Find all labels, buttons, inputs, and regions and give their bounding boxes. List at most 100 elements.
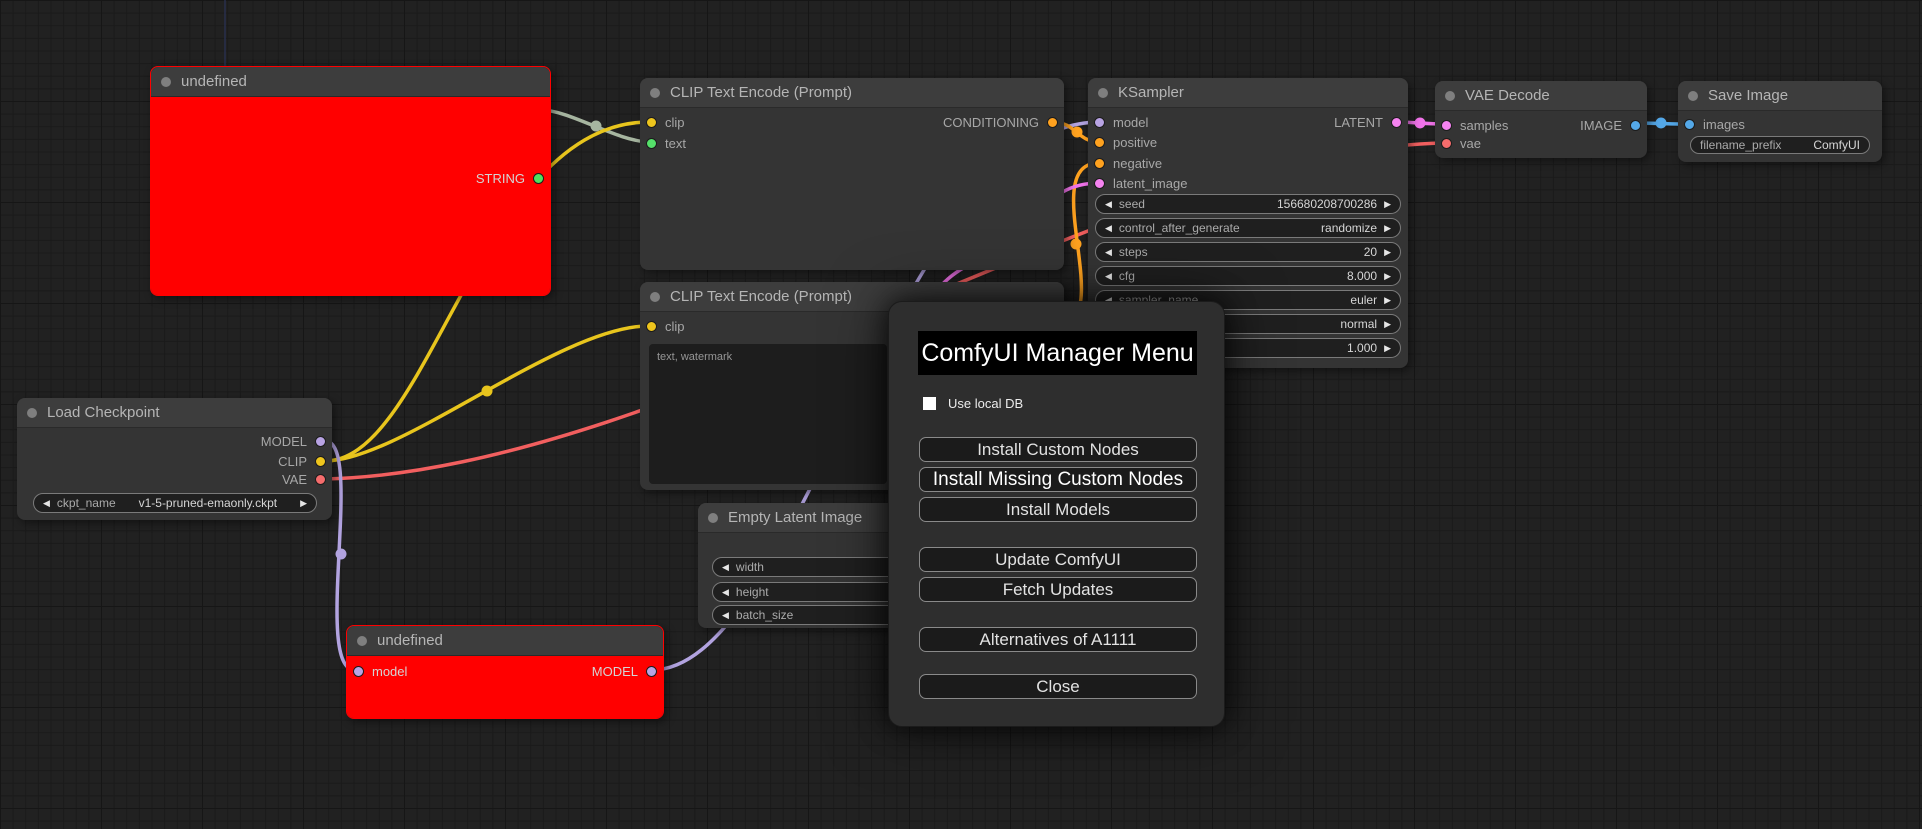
input-port-images[interactable]: images [1684,117,1745,132]
node-title: CLIP Text Encode (Prompt) [670,288,853,305]
port-dot[interactable] [1094,136,1105,148]
node-clip-text-encode-1[interactable]: CLIP Text Encode (Prompt) clip text COND… [640,78,1064,270]
port-dot[interactable] [315,455,326,467]
node-titlebar[interactable]: VAE Decode [1435,81,1647,111]
install-custom-nodes-button[interactable]: Install Custom Nodes [919,437,1197,462]
node-titlebar[interactable]: Save Image [1678,81,1882,111]
use-local-db-row[interactable]: Use local DB [923,396,1023,411]
left-arrow-icon[interactable]: ◀ [1105,270,1112,281]
output-port-image[interactable]: IMAGE [1580,117,1641,133]
node-error-body [151,97,550,295]
port-dot[interactable] [1391,116,1402,128]
input-port-text[interactable]: text [646,136,686,151]
widget-cfg[interactable]: ◀ cfg 8.000 ▶ [1095,266,1401,286]
port-dot[interactable] [1630,119,1641,131]
port-label: vae [1460,135,1481,151]
wire-dot-latent [1414,117,1426,129]
port-dot[interactable] [315,435,326,447]
input-port-positive[interactable]: positive [1094,134,1158,150]
port-dot[interactable] [533,172,544,184]
left-arrow-icon[interactable]: ◀ [1105,222,1112,233]
port-dot[interactable] [1094,157,1105,169]
input-port-negative[interactable]: negative [1094,155,1163,171]
right-arrow-icon[interactable]: ▶ [300,497,307,508]
output-port-vae[interactable]: VAE [282,472,326,487]
port-dot[interactable] [1441,119,1452,131]
left-arrow-icon[interactable]: ◀ [722,586,729,597]
alternatives-of-a1111-button[interactable]: Alternatives of A1111 [919,627,1197,652]
node-undefined-bottom[interactable]: undefined model MODEL [346,625,664,719]
output-port-clip[interactable]: CLIP [278,454,326,469]
output-port-conditioning[interactable]: CONDITIONING [943,115,1058,130]
output-port-model[interactable]: MODEL [592,664,657,679]
input-port-model[interactable]: model [353,664,407,679]
port-dot[interactable] [315,473,326,485]
node-vae-decode[interactable]: VAE Decode samples vae IMAGE [1435,81,1647,158]
port-dot[interactable] [646,665,657,677]
right-arrow-icon[interactable]: ▶ [1384,246,1391,257]
node-titlebar[interactable]: undefined [151,67,550,97]
install-missing-custom-nodes-button[interactable]: Install Missing Custom Nodes [919,467,1197,492]
right-arrow-icon[interactable]: ▶ [1384,342,1391,353]
input-port-samples[interactable]: samples [1441,118,1508,133]
node-title-dot-icon [708,512,718,523]
port-label: IMAGE [1580,117,1622,133]
left-arrow-icon[interactable]: ◀ [43,497,50,508]
widget-ckpt-name[interactable]: ◀ ckpt_name v1-5-pruned-emaonly.ckpt ▶ [33,493,317,513]
right-arrow-icon[interactable]: ▶ [1384,294,1391,305]
node-save-image[interactable]: Save Image images filename_prefix ComfyU… [1678,81,1882,162]
node-title: VAE Decode [1465,87,1550,104]
use-local-db-checkbox[interactable] [923,397,936,410]
port-dot[interactable] [1094,177,1105,189]
left-arrow-icon[interactable]: ◀ [722,561,729,572]
right-arrow-icon[interactable]: ▶ [1384,198,1391,209]
widget-seed[interactable]: ◀ seed 156680208700286 ▶ [1095,194,1401,214]
left-arrow-icon[interactable]: ◀ [722,609,729,620]
input-port-clip[interactable]: clip [646,115,685,130]
node-titlebar[interactable]: CLIP Text Encode (Prompt) [640,78,1064,108]
input-port-vae[interactable]: vae [1441,135,1481,151]
fetch-updates-button[interactable]: Fetch Updates [919,577,1197,602]
port-dot[interactable] [1094,116,1105,128]
install-models-button[interactable]: Install Models [919,497,1197,522]
canvas-origin-line [224,0,226,66]
wire-dot-clip [481,385,493,397]
left-arrow-icon[interactable]: ◀ [1105,246,1112,257]
input-port-latent-image[interactable]: latent_image [1094,176,1187,191]
node-load-checkpoint[interactable]: Load Checkpoint MODEL CLIP VAE ◀ ckpt_na… [17,398,332,520]
port-dot[interactable] [353,665,364,677]
right-arrow-icon[interactable]: ▶ [1384,318,1391,329]
node-title-dot-icon [27,407,37,418]
widget-filename-prefix[interactable]: filename_prefix ComfyUI [1690,136,1870,154]
node-titlebar[interactable]: KSampler [1088,78,1408,108]
widget-steps[interactable]: ◀ steps 20 ▶ [1095,242,1401,262]
output-port-string[interactable]: STRING [476,171,544,186]
port-dot[interactable] [646,320,657,332]
port-dot[interactable] [646,137,657,149]
node-titlebar[interactable]: undefined [347,626,663,656]
output-port-model[interactable]: MODEL [261,434,326,449]
port-dot[interactable] [1684,118,1695,130]
port-label: positive [1113,134,1158,150]
left-arrow-icon[interactable]: ◀ [1105,198,1112,209]
right-arrow-icon[interactable]: ▶ [1384,222,1391,233]
port-label: clip [665,318,685,334]
left-arrow-icon[interactable]: ◀ [1105,294,1112,305]
update-comfyui-button[interactable]: Update ComfyUI [919,547,1197,572]
port-label: negative [1113,155,1163,171]
close-button[interactable]: Close [919,674,1197,699]
node-title: CLIP Text Encode (Prompt) [670,84,853,101]
input-port-clip[interactable]: clip [646,318,685,334]
prompt-textarea[interactable]: text, watermark [649,344,887,484]
comfyui-manager-menu-dialog: ComfyUI Manager Menu Use local DB Instal… [888,301,1225,727]
port-dot[interactable] [646,116,657,128]
input-port-model[interactable]: model [1094,115,1148,130]
port-dot[interactable] [1441,137,1452,149]
node-titlebar[interactable]: Load Checkpoint [17,398,332,428]
node-undefined-top[interactable]: undefined STRING [150,66,551,296]
port-dot[interactable] [1047,116,1058,128]
output-port-latent[interactable]: LATENT [1334,115,1402,130]
right-arrow-icon[interactable]: ▶ [1384,270,1391,281]
widget-control-after-generate[interactable]: ◀ control_after_generate randomize ▶ [1095,218,1401,238]
